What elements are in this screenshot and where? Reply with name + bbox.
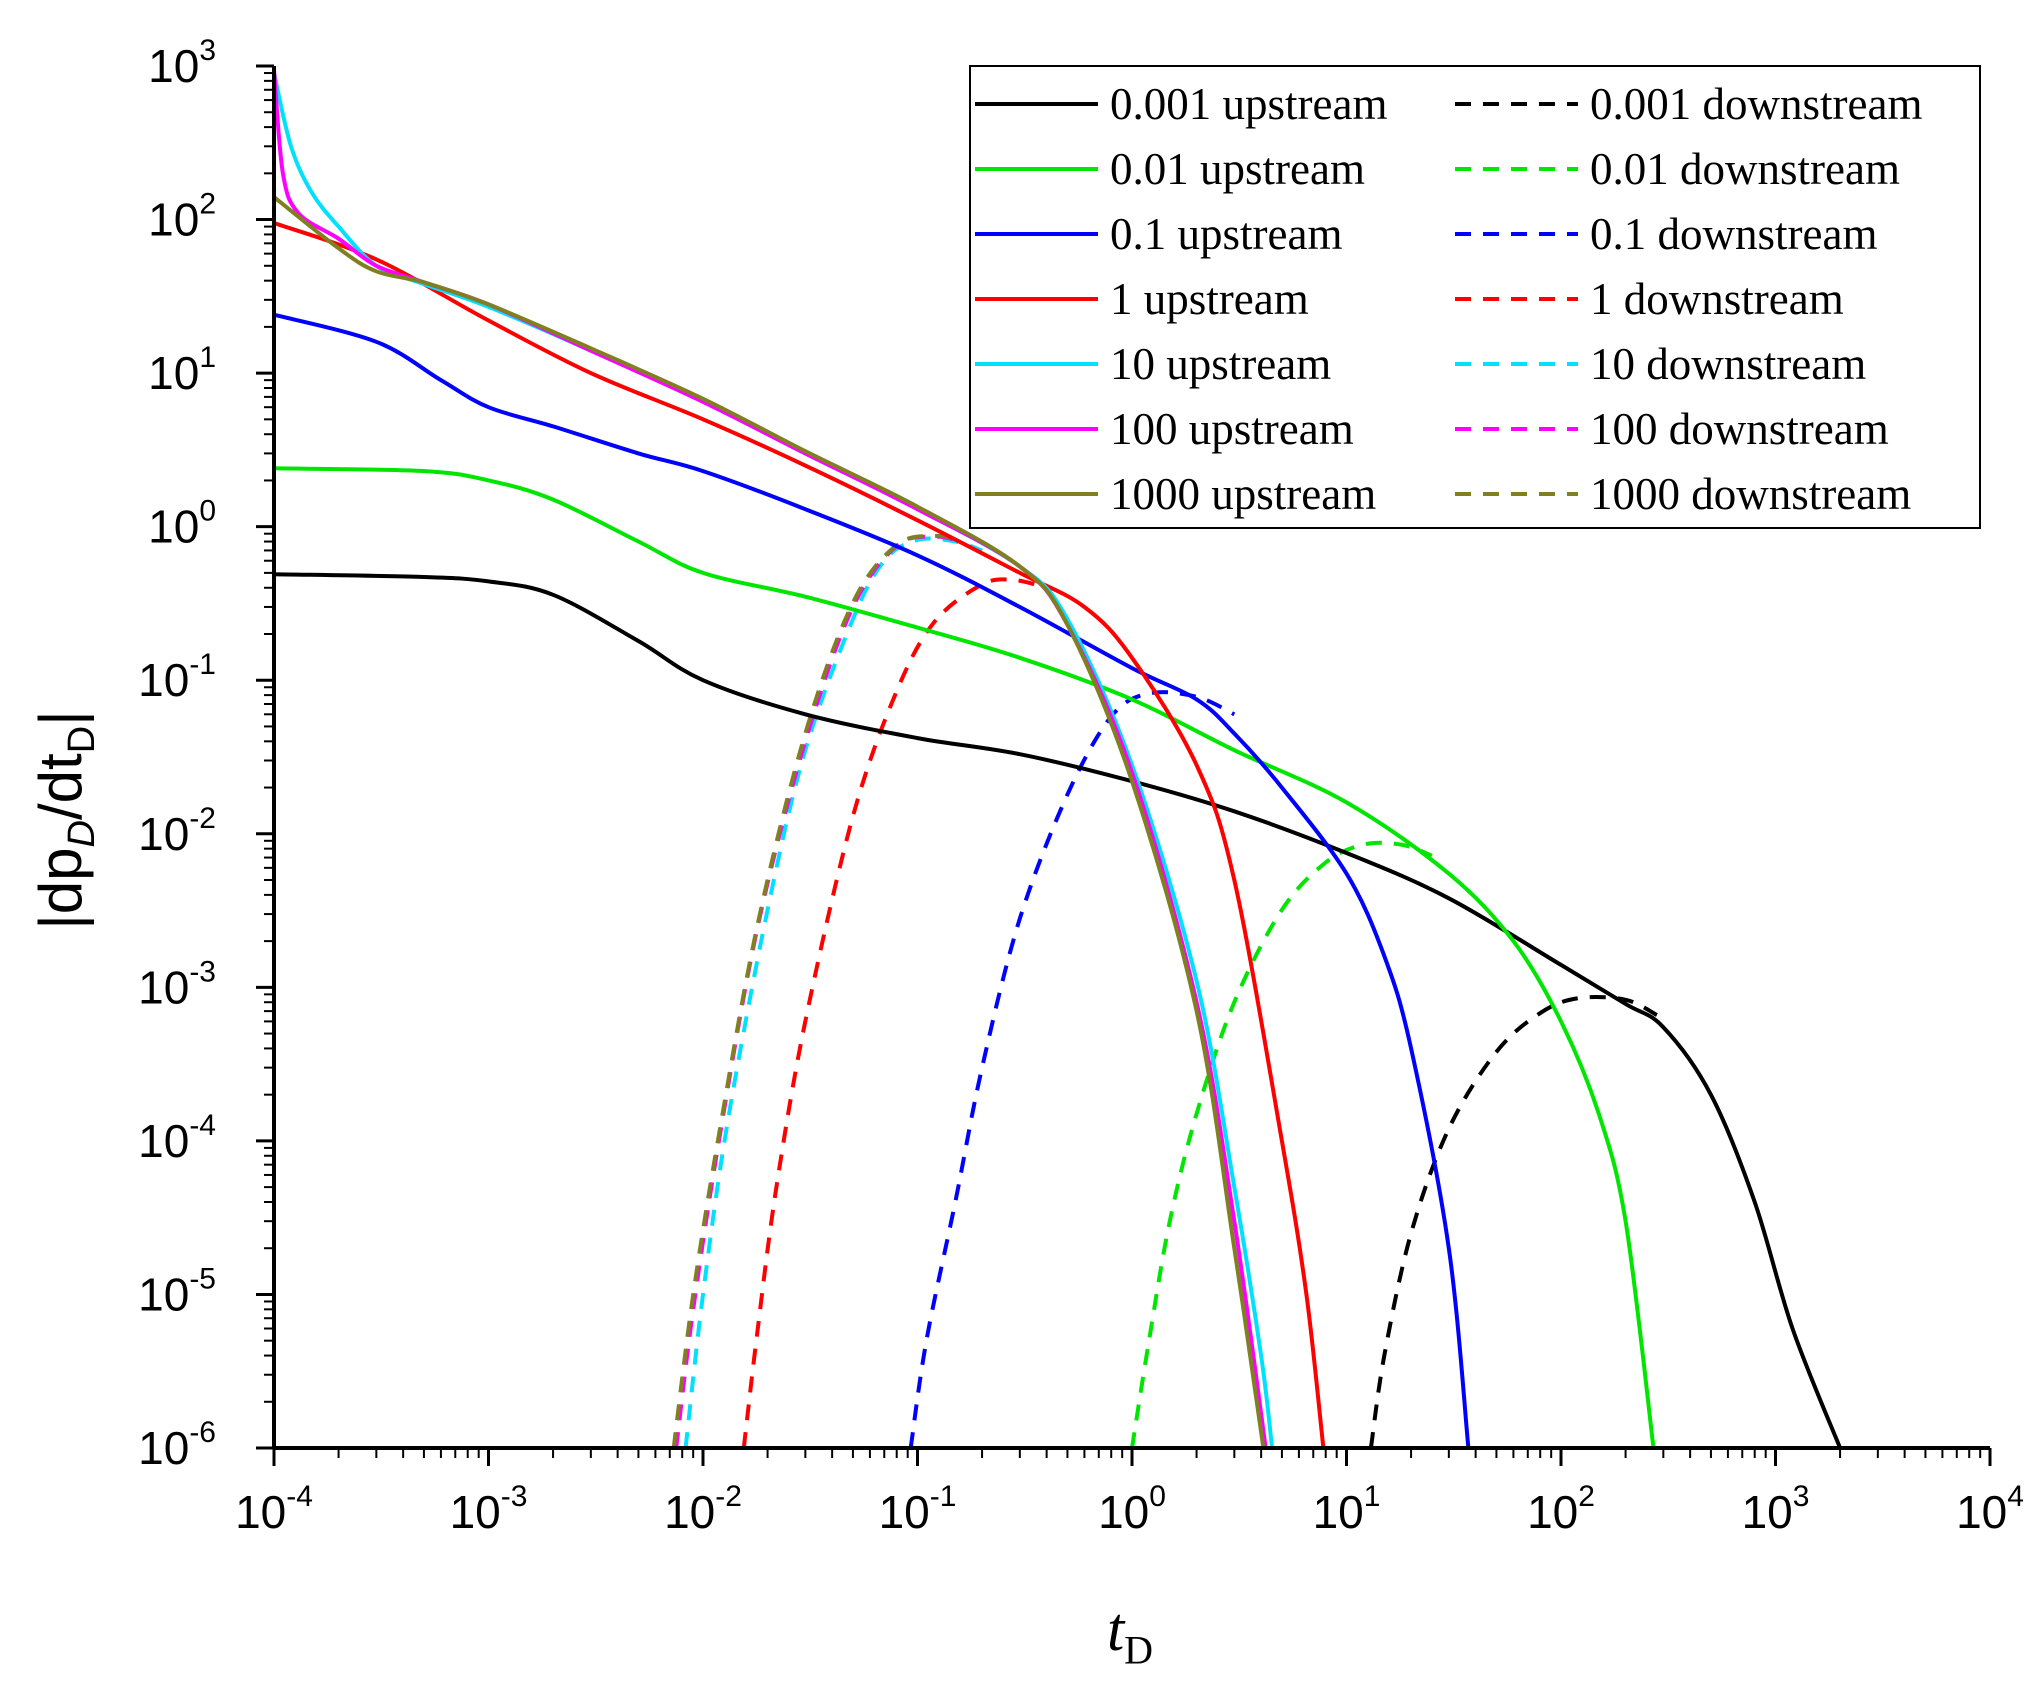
x-tick-label: 10-2 [664, 1480, 742, 1538]
y-tick-label: 10-4 [138, 1109, 216, 1167]
legend: 0.001 upstream 0.01 upstream 0.1 upstream 1… [969, 65, 1981, 529]
y-tick-label: 101 [148, 341, 216, 399]
x-tick-label: 10-4 [235, 1480, 313, 1538]
legend-label: 0.001 downstream [1590, 79, 1922, 129]
series-line-1000-downstream [671, 533, 962, 1448]
legend-label: 0.01 upstream [1110, 144, 1365, 194]
x-tick-label: 103 [1742, 1480, 1810, 1538]
series-line-0_001-downstream [1368, 994, 1658, 1448]
legend-label: 0.1 upstream [1110, 209, 1342, 259]
y-tick-label: 10-5 [138, 1262, 216, 1320]
x-tick-label: 10-1 [879, 1480, 957, 1538]
legend-label: 0.1 downstream [1590, 209, 1877, 259]
legend-label: 1 downstream [1590, 274, 1844, 324]
legend-label: 1000 upstream [1110, 469, 1376, 519]
series-line-0_001-upstream [274, 572, 1842, 1448]
legend-label: 1000 downstream [1590, 469, 1911, 519]
y-tick-label: 102 [148, 188, 216, 246]
series-line-10-downstream [683, 536, 983, 1448]
series-line-100-downstream [674, 534, 962, 1448]
axis-ticks: 10-4 10-3 10-2 10-1 100 101 102 103 104 10-6 10-5 1… [138, 34, 2024, 1538]
legend-label: 10 upstream [1110, 339, 1331, 389]
y-axis-label-wrap: |dpD/dtD| [20, 540, 110, 1100]
x-tick-label: 100 [1098, 1480, 1166, 1538]
legend-label: 0.01 downstream [1590, 144, 1900, 194]
y-tick-label: 10-1 [138, 648, 216, 706]
y-tick-label: 103 [148, 34, 216, 92]
legend-label: 100 upstream [1110, 404, 1354, 454]
series-line-0_1-downstream [908, 690, 1236, 1448]
legend-label: 1 upstream [1110, 274, 1309, 324]
y-tick-label: 10-6 [138, 1416, 216, 1474]
series-lines [274, 69, 1842, 1448]
legend-label: 10 downstream [1590, 339, 1866, 389]
axes [272, 66, 1990, 1450]
x-tick-label: 101 [1313, 1480, 1381, 1538]
legend-label: 0.001 upstream [1110, 79, 1387, 129]
y-tick-label: 100 [148, 495, 216, 553]
x-tick-label: 104 [1956, 1480, 2024, 1538]
x-tick-label: 10-3 [450, 1480, 528, 1538]
series-line-0_01-downstream [1130, 840, 1433, 1448]
series-line-0_01-upstream [274, 466, 1656, 1448]
x-tick-label: 102 [1527, 1480, 1595, 1538]
y-tick-label: 10-3 [138, 955, 216, 1013]
y-axis-label: |dpD/dtD| [27, 710, 104, 930]
x-axis-label: tD [1106, 1596, 1154, 1673]
legend-box [969, 65, 1981, 529]
legend-label: 100 downstream [1590, 404, 1889, 454]
series-line-1-downstream [741, 577, 1048, 1448]
series-line-1000-upstream [274, 195, 1266, 1448]
y-tick-label: 10-2 [138, 802, 216, 860]
series-line-0_1-upstream [274, 312, 1471, 1448]
